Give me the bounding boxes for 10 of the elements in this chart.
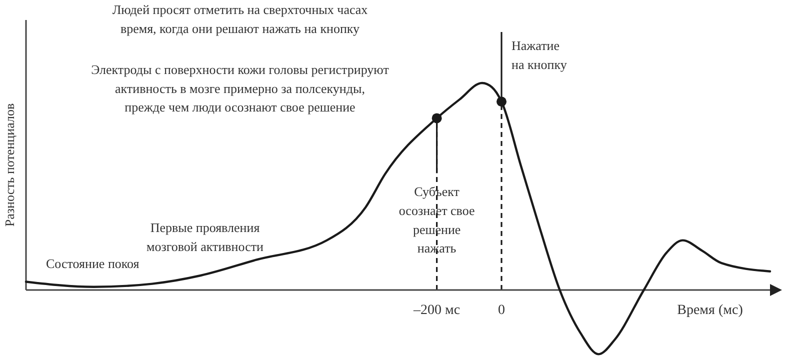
annotation: Субъект осознает свое решение нажать [398,184,475,256]
x-axis-title: Время (мс) [677,303,744,318]
annotation: Электроды с поверхности кожи головы регистрируют активность в мозге примерно за полсекунды, прежде чем люди осознают свое решение [91,62,390,115]
x-tick-label: –200 мс [412,303,460,318]
y-axis-title: Разность потенциалов [2,103,17,227]
annotation: Первые проявления мозговой активности [146,220,264,254]
annotation: Нажатие на кнопку [512,38,568,72]
text: Людей просят отметить на сверхточных часах время, когда они решают нажать на кнопку [112,2,368,36]
annotation: Состояние покоя [46,256,140,271]
x-tick-label: 0 [498,303,506,318]
